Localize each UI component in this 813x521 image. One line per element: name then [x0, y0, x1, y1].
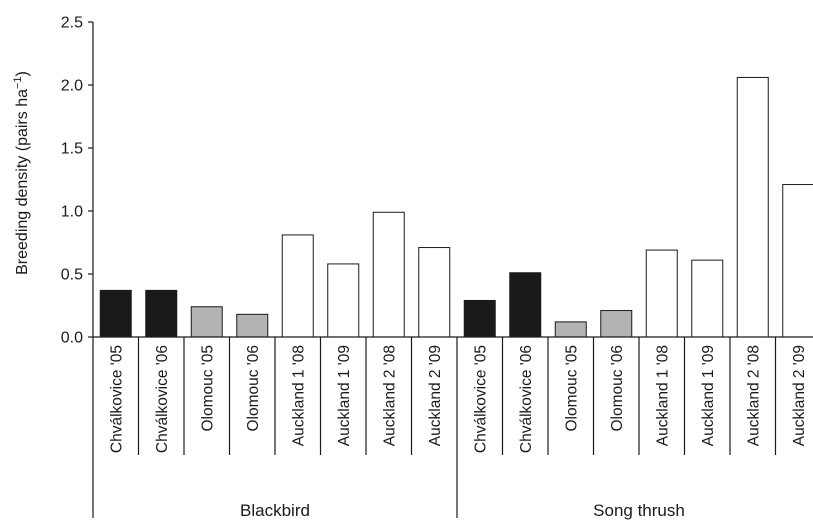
bar: [600, 310, 633, 338]
bar: [327, 263, 360, 338]
group-label: Blackbird: [240, 501, 310, 520]
bar: [99, 289, 132, 338]
category-label: Auckland 1 '09: [336, 345, 353, 446]
bar: [782, 184, 813, 338]
bars: [99, 76, 813, 338]
y-tick-label: 0.0: [61, 330, 83, 347]
y-axis: 0.0 0.5 1.0 1.5 2.0 2.5: [61, 15, 94, 347]
y-tick-label: 0.5: [61, 267, 83, 284]
bar: [645, 249, 678, 338]
bar: [190, 306, 223, 338]
bar: [691, 259, 724, 338]
bar: [372, 211, 405, 338]
y-tick-label: 1.0: [61, 204, 83, 221]
bar: [736, 76, 769, 338]
y-axis-label-superscript: −1: [12, 76, 24, 89]
category-label: Olomouc '06: [609, 345, 626, 432]
category-label: Olomouc '06: [245, 345, 262, 432]
bar: [554, 321, 587, 338]
category-label: Auckland 1 '08: [290, 345, 307, 446]
y-axis-label-close: ): [14, 71, 31, 76]
y-axis-label-text: Breeding density (pairs ha: [14, 89, 31, 275]
bar: [145, 289, 178, 338]
group-label: Song thrush: [593, 501, 685, 520]
category-label: Auckland 1 '08: [654, 345, 671, 446]
y-axis-label-group: Breeding density (pairs ha−1): [12, 71, 31, 275]
category-label: Auckland 2 '08: [745, 345, 762, 446]
category-label: Chválkovice '05: [108, 345, 125, 453]
bar: [281, 234, 314, 338]
bar: [463, 299, 496, 338]
category-label: Olomouc '05: [199, 345, 216, 432]
y-axis-label: Breeding density (pairs ha−1): [12, 71, 31, 275]
category-label: Auckland 2 '08: [381, 345, 398, 446]
category-label: Olomouc '05: [563, 345, 580, 432]
category-label: Chválkovice '05: [472, 345, 489, 453]
bar: [236, 313, 269, 338]
y-tick-label: 1.5: [61, 141, 83, 158]
category-label: Auckland 2 '09: [791, 345, 808, 446]
category-label: Chválkovice '06: [154, 345, 171, 453]
y-tick-label: 2.0: [61, 78, 83, 95]
category-label: Auckland 1 '09: [700, 345, 717, 446]
x-axis: Chválkovice '05 Chválkovice '06 Olomouc '0…: [92, 336, 813, 520]
category-label: Auckland 2 '09: [427, 345, 444, 446]
bar: [509, 272, 542, 338]
category-label: Chválkovice '06: [518, 345, 535, 453]
bar: [418, 247, 451, 338]
y-tick-label: 2.5: [61, 15, 83, 32]
